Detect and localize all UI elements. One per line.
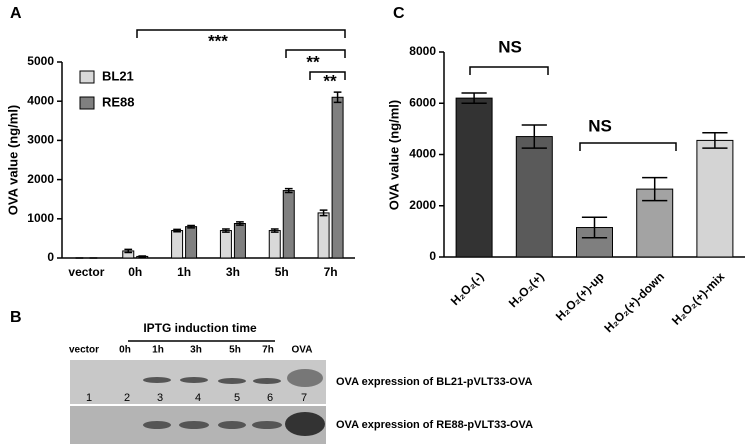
bar — [185, 226, 198, 259]
significance-label: *** — [208, 31, 228, 50]
lane-label: vector — [69, 345, 99, 356]
legend-label: BL21 — [102, 68, 134, 83]
x-tick-label: H₂O₂(+) — [506, 269, 547, 310]
y-tick-label: 8000 — [409, 44, 436, 58]
x-tick-label: 5h — [275, 265, 289, 279]
lane-number: 5 — [234, 392, 240, 404]
error-bar — [270, 228, 279, 233]
x-tick-label: H₂O₂(+)-up — [553, 269, 607, 323]
lane-number: 2 — [124, 392, 130, 404]
legend-label: RE88 — [102, 94, 135, 109]
lane-number: 6 — [267, 392, 273, 404]
error-bar — [284, 187, 293, 194]
bar — [696, 139, 734, 258]
bar — [455, 97, 493, 258]
lane-label: OVA — [292, 345, 313, 356]
significance-bracket — [579, 142, 677, 151]
lane-label: 1h — [152, 345, 164, 356]
bar — [331, 96, 344, 259]
y-tick-label: 1000 — [27, 211, 54, 225]
x-tick-label: vector — [68, 265, 104, 279]
error-bar — [642, 176, 668, 202]
x-tick-label: 1h — [177, 265, 191, 279]
blot-row-label: OVA expression of BL21-pVLT33-OVA — [336, 376, 532, 388]
panel-label: C — [393, 5, 405, 22]
y-axis-label: OVA value (ng/ml) — [5, 105, 20, 216]
y-tick-label: 5000 — [27, 54, 54, 68]
blot-bands — [143, 369, 325, 436]
error-bar — [461, 92, 487, 104]
x-tick-label: H₂O₂(-) — [448, 269, 487, 308]
x-tick-label: H₂O₂(+)-down — [601, 269, 667, 335]
lane-label: 5h — [229, 345, 241, 356]
x-tick-label: 3h — [226, 265, 240, 279]
panel-label: A — [10, 5, 22, 22]
blot-row-label: OVA expression of RE88-pVLT33-OVA — [336, 419, 533, 431]
lane-label: 7h — [262, 345, 274, 356]
y-tick-label: 3000 — [27, 133, 54, 147]
bar — [171, 230, 184, 259]
significance-bracket — [136, 29, 346, 38]
error-bar — [187, 224, 195, 229]
blot-header: IPTG induction time — [143, 321, 257, 335]
y-tick-label: 0 — [429, 249, 436, 263]
y-tick-label: 4000 — [27, 93, 54, 107]
significance-bracket — [309, 71, 346, 80]
y-tick-label: 0 — [47, 250, 54, 264]
x-tick-label: H₂O₂(+)-mix — [669, 269, 727, 327]
y-axis-label: OVA value (ng/ml) — [386, 100, 401, 211]
significance-label: NS — [498, 37, 522, 56]
lane-number: 4 — [195, 392, 201, 404]
y-tick-label: 2000 — [27, 172, 54, 186]
lane-number: 1 — [86, 392, 92, 404]
error-bar — [333, 91, 342, 104]
y-tick-label: 6000 — [409, 95, 436, 109]
error-bar — [222, 228, 230, 233]
y-tick-label: 4000 — [409, 147, 436, 161]
y-tick-label: 2000 — [409, 198, 436, 212]
lane-number: 3 — [157, 392, 163, 404]
lane-label: 0h — [119, 345, 131, 356]
significance-bracket — [469, 66, 549, 75]
error-bar — [124, 248, 133, 254]
bar — [233, 223, 246, 259]
error-bar — [581, 216, 608, 239]
lane-number: 7 — [301, 392, 307, 404]
bar — [219, 230, 232, 259]
error-bar — [138, 255, 147, 258]
bar — [515, 136, 553, 258]
x-tick-label: 0h — [128, 265, 142, 279]
error-bar — [173, 228, 181, 233]
bar — [282, 190, 295, 259]
significance-label: ** — [323, 71, 337, 90]
error-bar — [521, 124, 547, 149]
bar — [317, 212, 330, 259]
panel-label: B — [10, 309, 22, 326]
significance-bracket — [285, 49, 346, 58]
legend-swatch — [79, 70, 95, 84]
significance-label: NS — [588, 116, 612, 135]
error-bar — [236, 221, 244, 226]
significance-label: ** — [306, 52, 320, 71]
error-bar — [702, 131, 728, 149]
lane-label: 3h — [190, 345, 202, 356]
bar — [268, 230, 281, 259]
legend-swatch — [79, 96, 95, 110]
x-tick-label: 7h — [324, 265, 338, 279]
error-bar — [319, 209, 328, 217]
